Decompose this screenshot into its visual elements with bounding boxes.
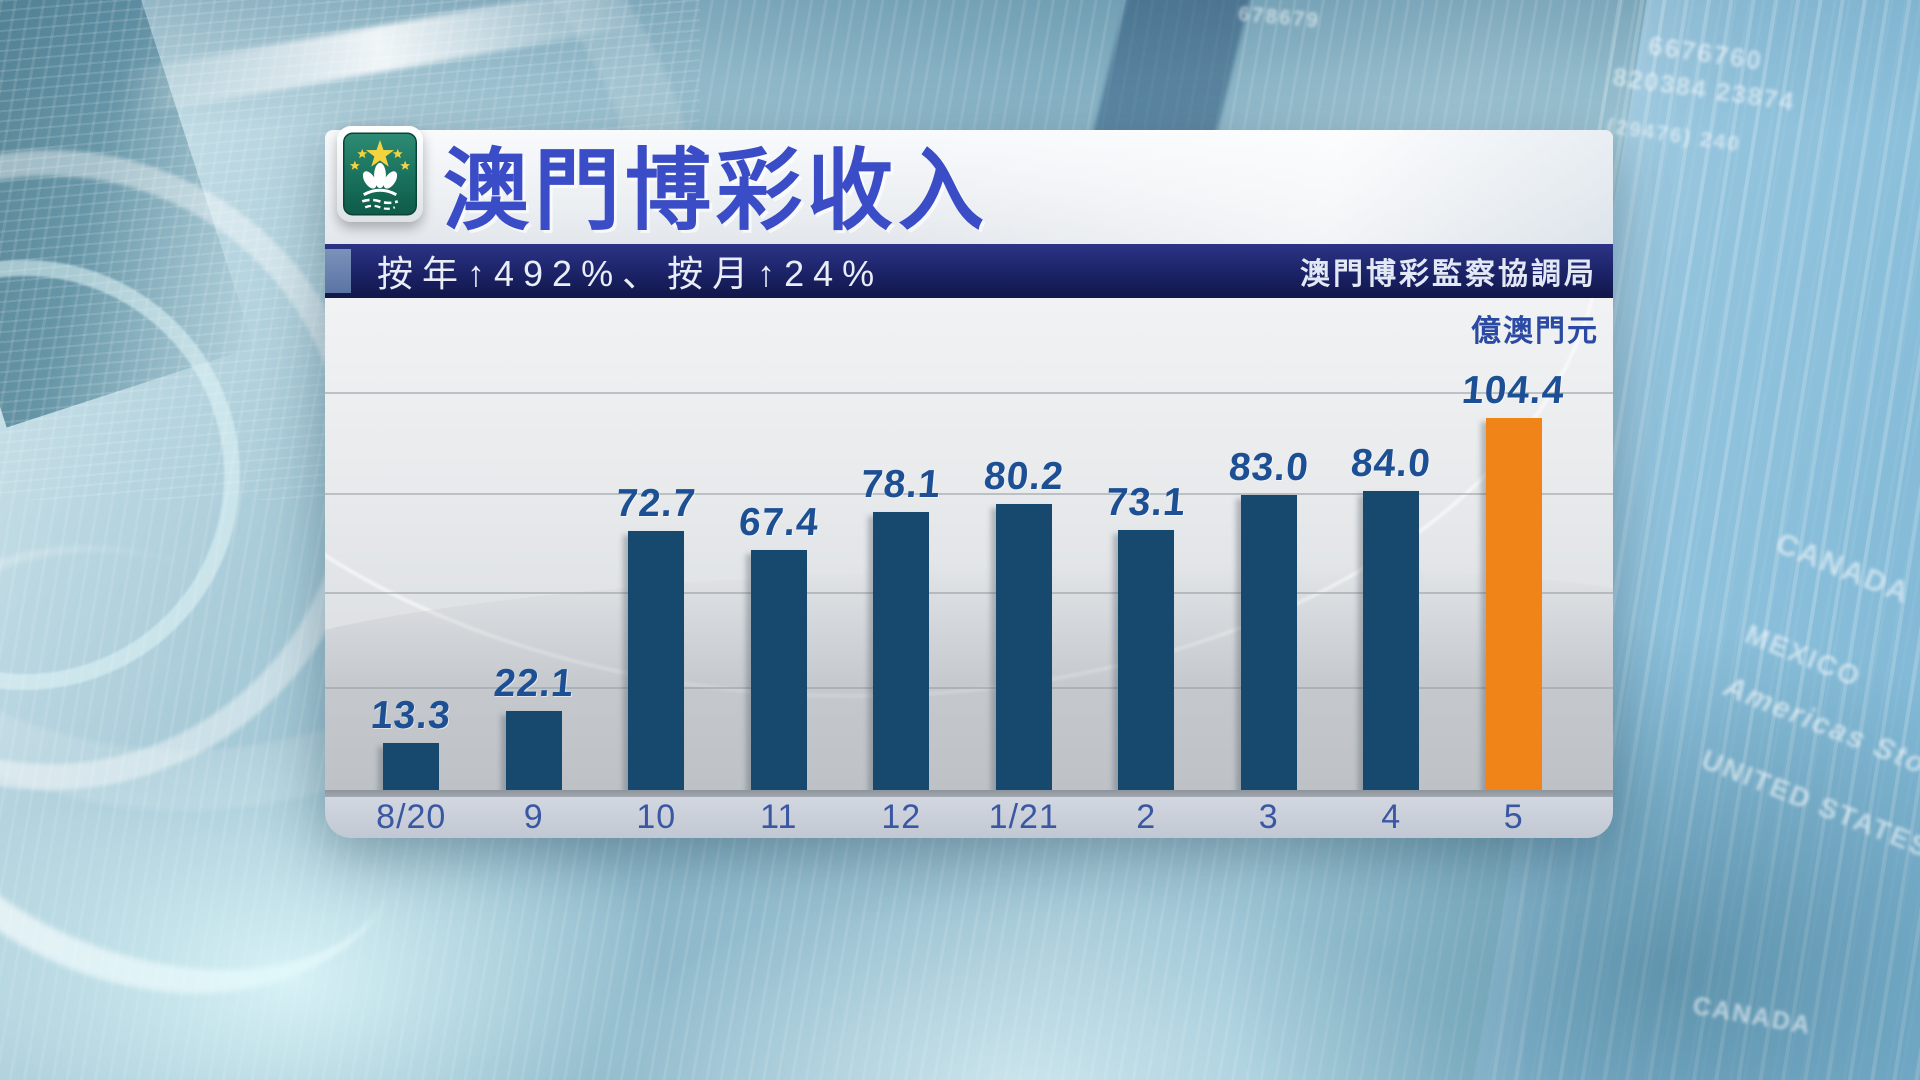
backdrop-top-shade xyxy=(0,0,1920,130)
bar-slot: 83.0 xyxy=(1208,298,1331,790)
bar-value-label: 67.4 xyxy=(736,501,821,544)
bar-slot: 72.7 xyxy=(595,298,718,790)
bar xyxy=(873,512,930,790)
bar-value-label: 83.0 xyxy=(1226,446,1311,489)
bar-slot: 67.4 xyxy=(718,298,841,790)
unit-label: 億澳門元 xyxy=(1471,315,1599,348)
bar-slot: 84.0 xyxy=(1330,298,1453,790)
gridline xyxy=(325,392,1613,394)
backdrop-ring-inner xyxy=(0,260,240,690)
bar xyxy=(750,550,807,790)
bar-slot: 104.4 xyxy=(1453,298,1576,790)
bar-slot: 80.2 xyxy=(963,298,1086,790)
backdrop-dark-wedge xyxy=(0,0,254,428)
x-axis-label: 3 xyxy=(1258,798,1279,836)
bar-slot: 13.3 xyxy=(350,298,473,790)
bar xyxy=(1118,530,1175,790)
x-axis-label: 4 xyxy=(1381,798,1402,836)
bar-value-label: 78.1 xyxy=(859,463,944,506)
x-axis-label: 12 xyxy=(881,798,922,836)
subtitle-bar: 按年↑492%、按月↑24% 澳門博彩監察協調局 xyxy=(325,244,1613,298)
gridline xyxy=(325,687,1613,689)
change-stats-text: 按年↑492%、按月↑24% xyxy=(377,253,884,294)
bar-slot: 22.1 xyxy=(473,298,596,790)
bar-slot: 78.1 xyxy=(840,298,963,790)
ticker-fragment: (29476) 240 xyxy=(1605,114,1743,157)
bar xyxy=(1363,491,1420,790)
x-axis-label: 8/20 xyxy=(376,798,447,836)
ticker-fragment: 6676760 xyxy=(1646,30,1765,76)
card-header: 澳門博彩收入 xyxy=(325,126,1613,244)
bar-value-label: 13.3 xyxy=(369,694,454,737)
infographic-card: 澳門博彩收入 按年↑492%、按月↑24% 澳門博彩監察協調局 億澳門元 13.… xyxy=(325,126,1613,838)
x-axis-label: 10 xyxy=(636,798,677,836)
subtitle-accent-block xyxy=(325,249,351,293)
gridline xyxy=(325,493,1613,495)
x-axis-line xyxy=(325,790,1613,797)
ticker-fragment: 820384 23874 xyxy=(1611,63,1798,117)
bar-slot: 73.1 xyxy=(1085,298,1208,790)
bar xyxy=(995,504,1052,790)
bar-value-label: 22.1 xyxy=(491,662,576,705)
ticker-fragment: CANADA xyxy=(1771,526,1916,611)
gridline xyxy=(325,592,1613,594)
bar-value-label: 84.0 xyxy=(1349,442,1434,485)
x-axis-label-strip: 8/20 9 10 11 12 1/21 2 3 4 5 xyxy=(325,797,1613,838)
x-axis-label: 11 xyxy=(760,798,798,836)
macau-flag-icon xyxy=(337,126,423,222)
backdrop-ring-outer xyxy=(0,150,370,790)
ticker-fragment: Americas Stock xyxy=(1719,669,1920,796)
bar-highlighted xyxy=(1485,418,1542,790)
source-label: 澳門博彩監察協調局 xyxy=(1300,258,1597,291)
x-axis-label: 5 xyxy=(1503,798,1524,836)
bar-value-label: 104.4 xyxy=(1460,369,1567,412)
bar-value-label: 80.2 xyxy=(981,455,1066,498)
backdrop-light-streak xyxy=(119,0,641,117)
ticker-fragment: UNITED STATES xyxy=(1697,743,1920,864)
ticker-fragment: CANADA xyxy=(1690,991,1814,1041)
bar-value-label: 72.7 xyxy=(614,482,699,525)
bar-value-label: 73.1 xyxy=(1104,481,1189,524)
x-axis-label: 1/21 xyxy=(988,798,1059,836)
bar xyxy=(628,531,685,790)
bar xyxy=(505,711,562,790)
bar xyxy=(383,743,440,790)
ticker-fragment: MEXICO xyxy=(1740,618,1867,693)
x-axis-row: 8/20 9 10 11 12 1/21 2 3 4 5 xyxy=(350,797,1575,838)
x-axis-label: 9 xyxy=(523,798,544,836)
backdrop-glow-bottom xyxy=(580,880,1480,1080)
page-title: 澳門博彩收入 xyxy=(443,141,989,242)
bar-row: 13.3 22.1 72.7 67.4 78.1 80.2 73.1 83.0 84.0 104.… xyxy=(350,298,1575,790)
bar-chart-area: 億澳門元 13.3 22.1 72.7 67.4 78.1 80.2 73.1 83.0 84.… xyxy=(325,298,1613,790)
x-axis-label: 2 xyxy=(1136,798,1157,836)
bar xyxy=(1240,495,1297,790)
ticker-fragment: 678679 xyxy=(1237,2,1321,33)
